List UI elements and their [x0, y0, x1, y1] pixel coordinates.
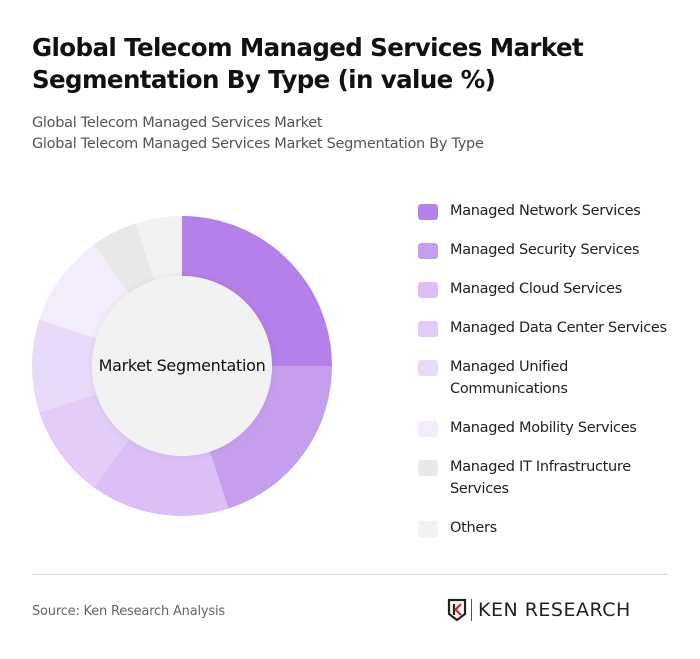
- legend-label: Others: [450, 520, 497, 536]
- logo-text: KEN RESEARCH: [478, 599, 631, 621]
- chart-title: Global Telecom Managed Services Market S…: [32, 33, 584, 94]
- donut-chart: [32, 216, 332, 516]
- legend-swatch: [418, 521, 438, 537]
- legend-swatch: [418, 460, 438, 476]
- legend-item[interactable]: Managed Security Services: [418, 239, 688, 261]
- legend-item[interactable]: Managed Data Center Services: [418, 317, 688, 339]
- legend-label: Managed Unified Communications: [450, 359, 568, 397]
- donut-segment-managed-it-infrastructure-services[interactable]: [93, 223, 155, 294]
- legend-label: Managed Mobility Services: [450, 420, 637, 436]
- logo-separator: [471, 599, 472, 621]
- legend-swatch: [418, 360, 438, 376]
- legend-item[interactable]: Managed Mobility Services: [418, 417, 688, 439]
- footer-divider: [32, 574, 668, 575]
- ken-shield-icon: [447, 598, 467, 622]
- donut-segment-managed-unified-communications[interactable]: [32, 319, 97, 413]
- donut-segment-managed-network-services[interactable]: [182, 216, 332, 366]
- legend-swatch: [418, 421, 438, 437]
- legend-swatch: [418, 282, 438, 298]
- donut-segment-managed-security-services[interactable]: [209, 366, 332, 509]
- legend-item[interactable]: Managed Unified Communications: [418, 356, 688, 400]
- legend-label: Managed IT Infrastructure Services: [450, 459, 631, 497]
- subtitle-line-1: Global Telecom Managed Services Market: [32, 115, 323, 131]
- donut-center-label: Market Segmentation: [98, 356, 266, 375]
- donut-center: [92, 276, 272, 456]
- source-note: Source: Ken Research Analysis: [32, 604, 225, 619]
- legend-label: Managed Security Services: [450, 242, 640, 258]
- donut-segment-others[interactable]: [135, 216, 182, 281]
- legend-item[interactable]: Managed Cloud Services: [418, 278, 688, 300]
- ken-research-logo: KEN RESEARCH: [447, 598, 631, 622]
- legend-label: Managed Data Center Services: [450, 320, 667, 336]
- legend-item[interactable]: Managed Network Services: [418, 200, 688, 222]
- legend-item[interactable]: Managed IT Infrastructure Services: [418, 456, 688, 500]
- legend-item[interactable]: Others: [418, 517, 688, 539]
- chart-subtitle: Global Telecom Managed Services Market G…: [32, 113, 484, 155]
- legend-swatch: [418, 321, 438, 337]
- legend-swatch: [418, 204, 438, 220]
- legend-label: Managed Cloud Services: [450, 281, 622, 297]
- legend-label: Managed Network Services: [450, 203, 641, 219]
- legend-swatch: [418, 243, 438, 259]
- chart-legend: Managed Network Services Managed Security…: [418, 200, 688, 556]
- subtitle-line-2: Global Telecom Managed Services Market S…: [32, 136, 484, 152]
